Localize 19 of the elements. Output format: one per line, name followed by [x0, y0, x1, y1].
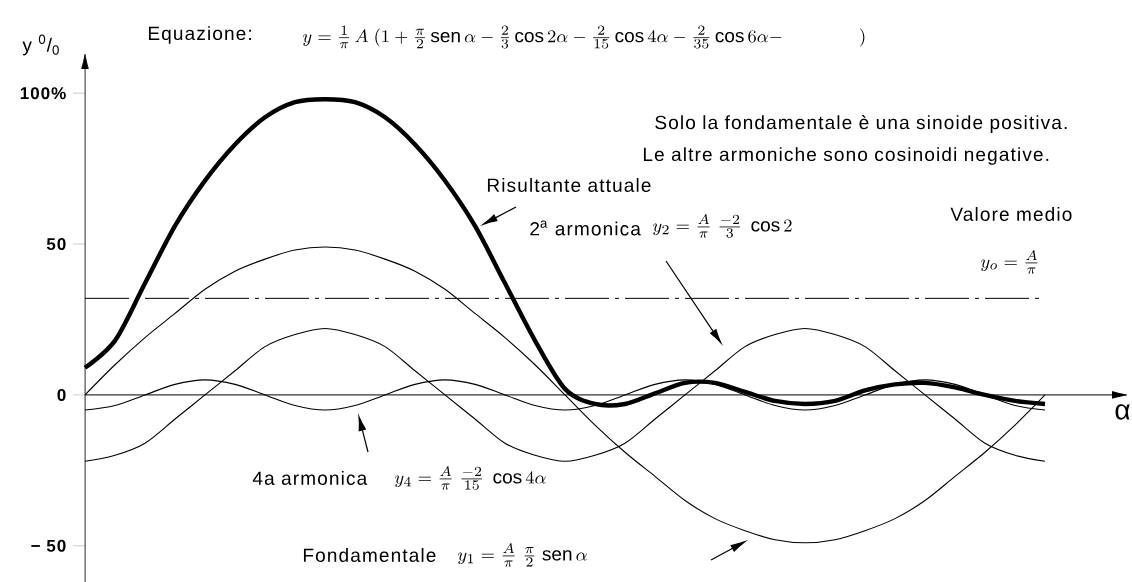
y-axis-title: y $^{0}$/$_{0}$	[22, 34, 59, 56]
ref-line-label: Valore medio	[950, 207, 1072, 221]
annotation: $y_2=\frac{A}{\pi}\;\frac{-2}{3}\;\cos 2$	[652, 214, 792, 238]
annotation: 4a armonica	[252, 471, 368, 485]
annotation: Le altre armoniche sono cosinoidi negative.	[643, 147, 1049, 165]
annotation: 2$^{a}$ armonica	[530, 220, 641, 236]
annotation: $y_1=\frac{A}{\pi}\;\frac{\pi}{2}\;\mathrm{sen}\,\alpha$	[457, 543, 587, 567]
annotation: Fondamentale	[303, 548, 436, 562]
chart-subtitle: $y=\frac{1}{\pi}\,A\;(1+\frac{\pi}{2}\,\mathrm{sen}\,\alpha-\frac{2}{3}\cos 2\alpha-\frac{2}{15}\cos 4\alpha-\frac{2}{35}\cos 6\alpha-\qquad\qquad)$	[302, 25, 865, 49]
annotation: Solo la fondamentale è una sinoide positiva.	[655, 115, 1067, 133]
y-tick-label: 100%	[20, 87, 66, 100]
annotation: Risultante attuale	[487, 178, 651, 192]
y-tick-label: 0	[57, 388, 66, 401]
y-tick-label: 50	[46, 238, 66, 251]
chart-title: Equazione:	[148, 26, 251, 44]
annotation: $y_4=\frac{A}{\pi}\;\frac{-2}{15}\;\cos 4\alpha$	[394, 466, 546, 490]
x-axis-title: α	[1115, 404, 1130, 420]
y-tick-label: − 50	[31, 539, 66, 552]
annotation: $y_o=\frac{A}{\pi}$	[980, 250, 1038, 274]
